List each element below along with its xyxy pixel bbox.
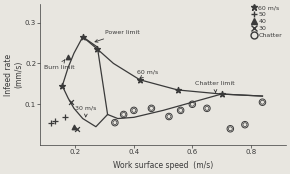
Point bbox=[260, 101, 265, 104]
Point bbox=[190, 103, 195, 106]
Text: 30 m/s: 30 m/s bbox=[75, 106, 97, 117]
Point bbox=[137, 78, 142, 81]
Point bbox=[113, 121, 117, 124]
Text: Burn limit: Burn limit bbox=[44, 60, 75, 70]
Text: Chatter limit: Chatter limit bbox=[195, 81, 235, 92]
Point bbox=[190, 103, 195, 106]
Y-axis label: Infeed rate
(mm/s): Infeed rate (mm/s) bbox=[4, 54, 23, 96]
Point bbox=[113, 121, 117, 124]
Point bbox=[75, 127, 79, 130]
Point bbox=[72, 125, 76, 128]
X-axis label: Work surface speed  (m/s): Work surface speed (m/s) bbox=[113, 161, 213, 170]
Point bbox=[53, 119, 57, 122]
Point bbox=[228, 127, 233, 130]
Point bbox=[121, 113, 126, 116]
Point bbox=[149, 107, 154, 110]
Point bbox=[205, 107, 209, 110]
Point bbox=[228, 127, 233, 130]
Point bbox=[167, 115, 171, 118]
Point bbox=[121, 113, 126, 116]
Point bbox=[243, 123, 247, 126]
Point bbox=[175, 89, 180, 91]
Point bbox=[95, 48, 100, 50]
Point bbox=[205, 107, 209, 110]
Text: 60 m/s: 60 m/s bbox=[137, 69, 158, 79]
Point bbox=[48, 121, 53, 124]
Point bbox=[66, 56, 70, 59]
Point bbox=[80, 35, 85, 38]
Point bbox=[132, 109, 136, 112]
Point bbox=[178, 109, 183, 112]
Text: Power limit: Power limit bbox=[95, 30, 139, 42]
Point bbox=[260, 101, 265, 104]
Point bbox=[132, 109, 136, 112]
Point bbox=[60, 85, 65, 87]
Point bbox=[219, 93, 224, 95]
Point bbox=[149, 107, 154, 110]
Point bbox=[167, 115, 171, 118]
Legend: 60 m/s, 50, 40, 30, Chatter: 60 m/s, 50, 40, 30, Chatter bbox=[251, 5, 283, 39]
Point bbox=[243, 123, 247, 126]
Point bbox=[69, 101, 73, 104]
Point bbox=[178, 109, 183, 112]
Point bbox=[63, 115, 68, 118]
